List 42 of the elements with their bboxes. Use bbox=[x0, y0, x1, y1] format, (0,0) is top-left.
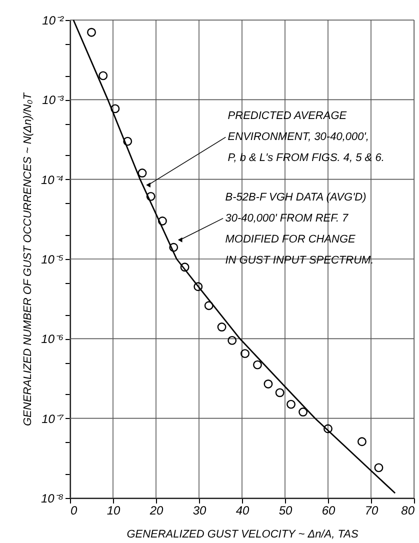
y-tick-label: 10⁻⁵ bbox=[41, 252, 64, 266]
y-tick-label: 10⁻⁶ bbox=[41, 332, 64, 346]
x-tick-label: 40 bbox=[236, 504, 250, 518]
y-tick-label: 10⁻⁴ bbox=[40, 172, 64, 187]
x-tick-label: 30 bbox=[192, 504, 206, 518]
point bbox=[138, 168, 147, 178]
x-tick-label: 60 bbox=[322, 504, 336, 518]
annotation: B-52B-F VGH DATA (AVG'D) 30-40,000' FROM REF. 7 MODIFIED FOR CHANGE IN GUST INPUT SPECTRUM. bbox=[225, 191, 374, 266]
y-tick-label: 10⁻² bbox=[42, 14, 65, 28]
point bbox=[158, 216, 167, 226]
point bbox=[275, 388, 284, 398]
point bbox=[146, 192, 156, 201]
point bbox=[240, 349, 250, 358]
x-tick-label: 70 bbox=[364, 504, 378, 518]
y-axis-title: GENERALIZED NUMBER OF GUST OCCURRENCES ~ N(Δn)/N₀T bbox=[22, 92, 34, 426]
point bbox=[264, 380, 273, 388]
point bbox=[98, 71, 108, 80]
x-axis-title: GENERALIZED GUST VELOCITY ~ Δn/A, TAS bbox=[126, 528, 359, 540]
point bbox=[204, 301, 214, 310]
point bbox=[110, 104, 120, 114]
annotation: PREDICTED AVERAGE ENVIRONMENT, 30-40,000', P, b & L's FROM FIGS. 4, 5 & 6. bbox=[228, 110, 384, 164]
point bbox=[357, 437, 366, 446]
y-tick-label: 10⁻⁷ bbox=[42, 412, 64, 426]
point bbox=[194, 282, 203, 292]
point bbox=[87, 28, 96, 37]
point bbox=[253, 360, 262, 370]
point bbox=[217, 322, 226, 332]
x-tick-label: 10 bbox=[106, 504, 120, 518]
point bbox=[286, 400, 296, 409]
point bbox=[180, 262, 190, 272]
x-tick-label: 20 bbox=[148, 504, 164, 518]
y-tick-label: 10⁻⁸ bbox=[40, 492, 64, 506]
point bbox=[324, 424, 332, 434]
x-tick-label: 50 bbox=[278, 504, 292, 518]
point bbox=[298, 408, 308, 416]
point bbox=[169, 242, 178, 252]
x-tick-label: 80 bbox=[401, 504, 415, 518]
x-tick-label: 0 bbox=[70, 504, 78, 518]
point bbox=[374, 463, 384, 472]
point bbox=[228, 336, 237, 345]
y-tick-label: 10⁻³ bbox=[42, 93, 65, 108]
point bbox=[123, 136, 132, 146]
